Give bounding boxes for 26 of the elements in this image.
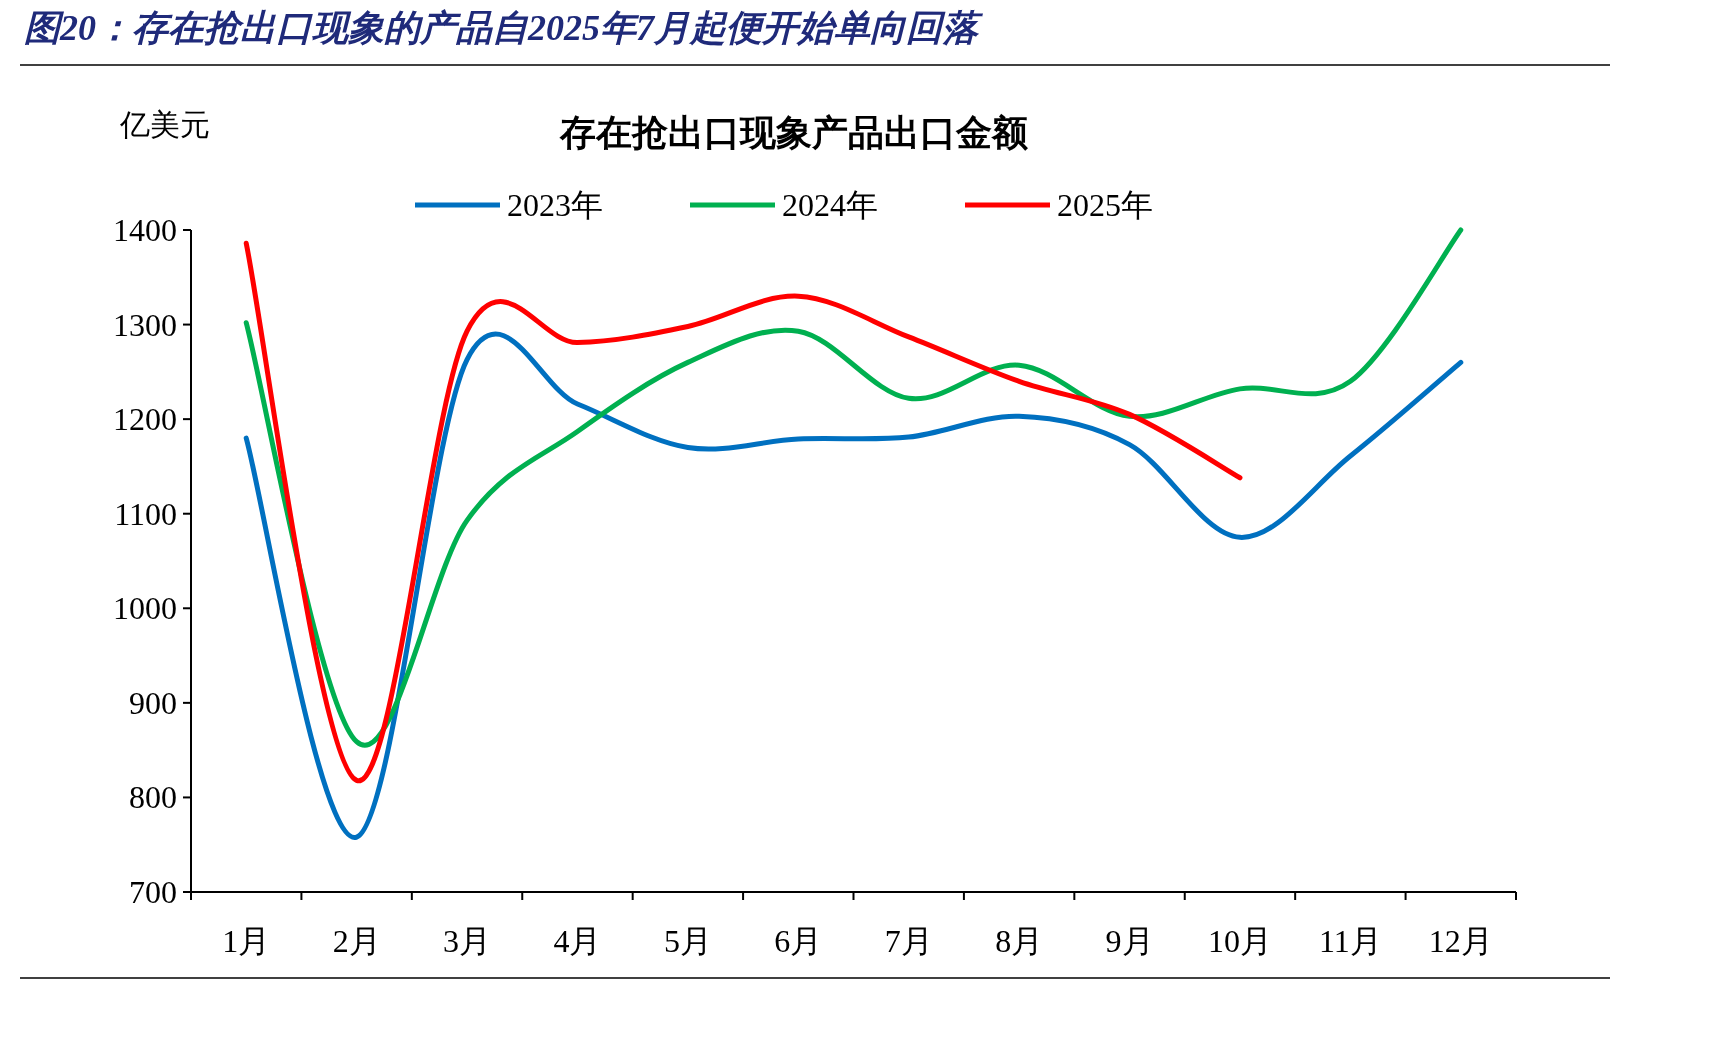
x-tick-label: 7月 bbox=[884, 923, 933, 959]
x-tick-label: 5月 bbox=[663, 923, 712, 959]
y-tick-label: 1300 bbox=[113, 306, 177, 343]
legend-label: 2025年 bbox=[1057, 187, 1153, 223]
x-tick-label: 4月 bbox=[553, 923, 602, 959]
chart-subtitle: 存在抢出口现象产品出口金额 bbox=[558, 113, 1028, 153]
y-tick-label: 1200 bbox=[113, 401, 177, 438]
x-tick-label: 3月 bbox=[443, 923, 492, 959]
y-tick-label: 1400 bbox=[113, 212, 177, 248]
x-tick-label: 9月 bbox=[1105, 923, 1154, 959]
y-tick-label: 1100 bbox=[114, 495, 177, 532]
x-tick-label: 2月 bbox=[332, 923, 381, 959]
legend-label: 2024年 bbox=[782, 187, 878, 223]
x-tick-label: 1月 bbox=[222, 923, 271, 959]
y-axis-title: 亿美元 bbox=[119, 108, 210, 141]
x-tick-label: 12月 bbox=[1428, 923, 1493, 959]
x-tick-label: 6月 bbox=[774, 923, 823, 959]
x-tick-label: 10月 bbox=[1207, 923, 1272, 959]
x-tick-label: 8月 bbox=[995, 923, 1044, 959]
y-tick-label: 700 bbox=[129, 874, 177, 910]
y-tick-label: 1000 bbox=[113, 590, 177, 627]
x-tick-label: 11月 bbox=[1318, 923, 1382, 959]
legend-label: 2023年 bbox=[507, 187, 603, 223]
chart-title: 图20：存在抢出口现象的产品自2025年7月起便开始单向回落 bbox=[24, 8, 984, 48]
y-tick-label: 800 bbox=[129, 779, 177, 816]
y-tick-label: 900 bbox=[129, 684, 177, 721]
